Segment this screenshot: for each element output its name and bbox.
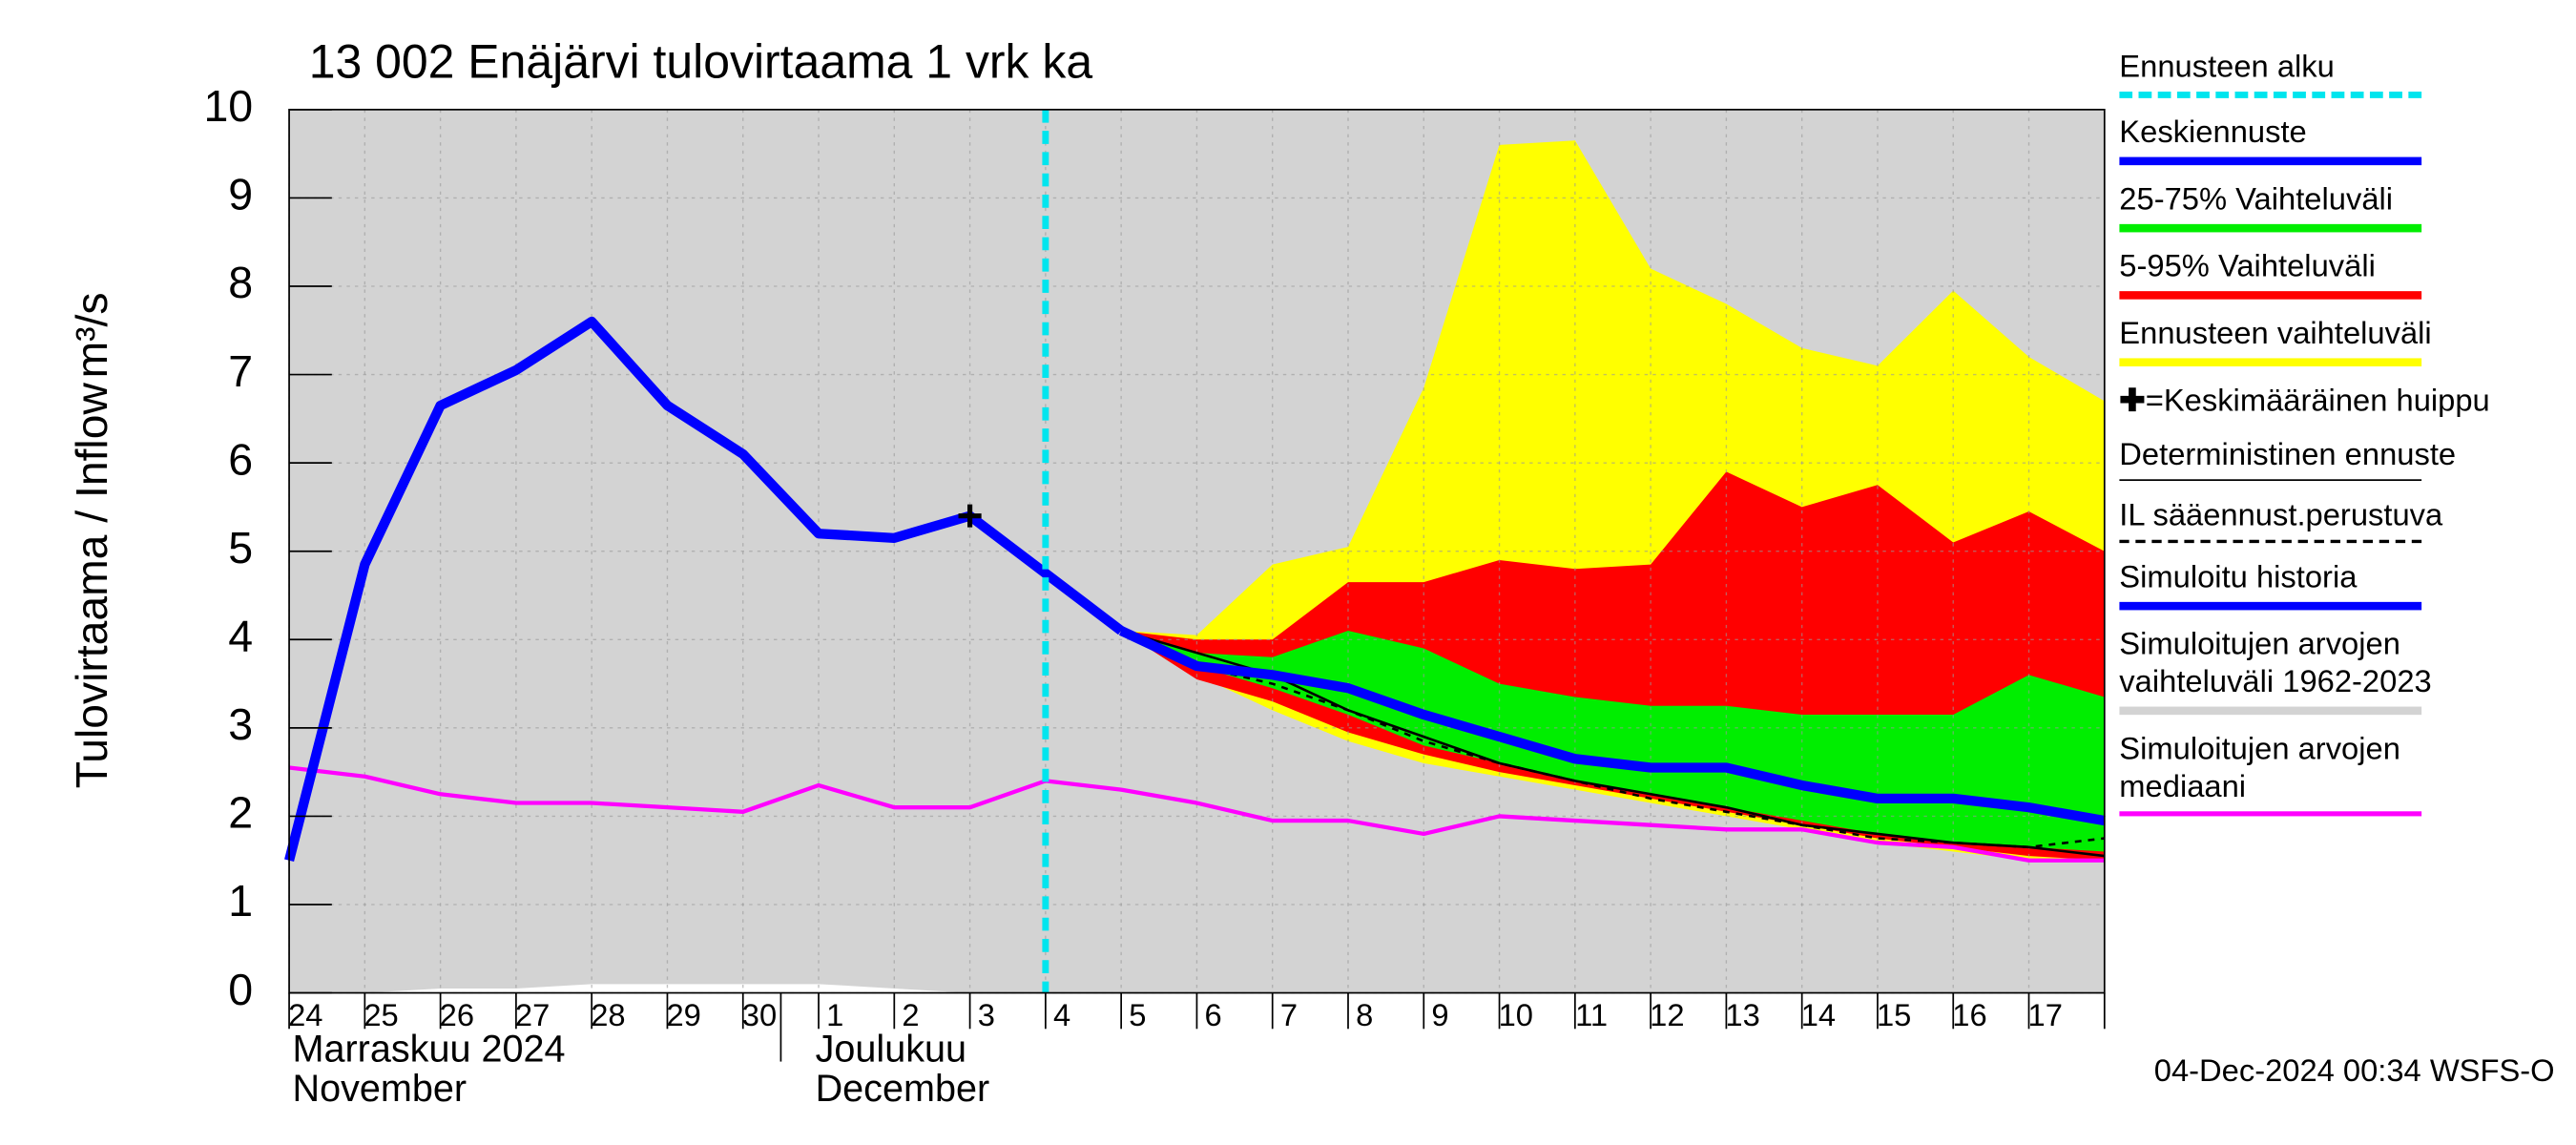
x-tick-label: 2 bbox=[902, 997, 919, 1032]
y-tick-label: 9 bbox=[228, 170, 253, 219]
footer: 04-Dec-2024 00:34 WSFS-O bbox=[2154, 1052, 2555, 1088]
legend: Ennusteen alku Keskiennuste 25-75% Vaihtel… bbox=[2119, 49, 2513, 817]
legend-swatch bbox=[2119, 291, 2422, 300]
legend-item: Ennusteen alku bbox=[2119, 49, 2513, 98]
legend-label: Ennusteen alku bbox=[2119, 51, 2335, 86]
legend-item: 25-75% Vaihteluväli bbox=[2119, 181, 2513, 233]
month-label: December bbox=[816, 1068, 990, 1110]
x-tick-label: 1 bbox=[826, 997, 843, 1032]
legend-label: Deterministinen ennuste bbox=[2119, 438, 2457, 473]
y-tick-label: 3 bbox=[228, 699, 253, 749]
legend-label: 5-95% Vaihteluväli bbox=[2119, 250, 2376, 285]
month-label: November bbox=[293, 1068, 467, 1110]
y-tick-label: 4 bbox=[228, 612, 253, 661]
x-tick-label: 10 bbox=[1499, 997, 1533, 1032]
y-tick-label: 5 bbox=[228, 523, 253, 572]
legend-label: Simuloitujen arvojen vaihteluväli 1962-2… bbox=[2119, 628, 2432, 700]
x-tick-label: 24 bbox=[288, 997, 322, 1032]
legend-swatch bbox=[2119, 358, 2422, 366]
legend-swatch bbox=[2119, 156, 2422, 166]
y-tick-label: 2 bbox=[228, 788, 253, 838]
series-line bbox=[1120, 629, 2105, 849]
legend-item: Simuloitujen arvojen vaihteluväli 1962-2… bbox=[2119, 627, 2513, 716]
legend-label: Simuloitu historia bbox=[2119, 561, 2358, 595]
x-tick-label: 17 bbox=[2028, 997, 2063, 1032]
legend-text: =Keskimääräinen huippu bbox=[2145, 384, 2490, 419]
x-tick-label: 11 bbox=[1575, 997, 1608, 1032]
series-line bbox=[288, 765, 2105, 863]
legend-label: Keskiennuste bbox=[2119, 115, 2307, 151]
month-label: Marraskuu 2024 bbox=[293, 1029, 566, 1071]
legend-item: Keskiennuste bbox=[2119, 114, 2513, 166]
series-line bbox=[1118, 626, 2106, 826]
y-axis-unit: m³/s bbox=[67, 292, 116, 378]
x-tick-label: 9 bbox=[1431, 997, 1448, 1032]
legend-item: Deterministinen ennuste bbox=[2119, 437, 2513, 481]
legend-swatch bbox=[2119, 479, 2422, 481]
x-tick-label: 16 bbox=[1952, 997, 1986, 1032]
legend-box: Ennusteen alku Keskiennuste 25-75% Vaihtel… bbox=[2119, 49, 2513, 817]
y-tick-label: 8 bbox=[228, 258, 253, 307]
x-tick-label: 25 bbox=[364, 997, 398, 1032]
x-tick-label: 7 bbox=[1280, 997, 1298, 1032]
x-tick-label: 8 bbox=[1356, 997, 1373, 1032]
legend-swatch bbox=[2119, 92, 2422, 98]
legend-swatch bbox=[2119, 539, 2422, 544]
legend-item: 5-95% Vaihteluväli bbox=[2119, 249, 2513, 300]
x-tick-label: 5 bbox=[1129, 997, 1146, 1032]
legend-item: Simuloitujen arvojen mediaani bbox=[2119, 731, 2513, 817]
legend-swatch bbox=[2119, 601, 2422, 611]
legend-swatch bbox=[2119, 811, 2422, 817]
legend-item: ✚=Keskimääräinen huippu bbox=[2119, 383, 2513, 420]
y-tick-label: 7 bbox=[228, 346, 253, 396]
x-tick-label: 15 bbox=[1877, 997, 1911, 1032]
y-tick-label: 6 bbox=[228, 434, 253, 484]
x-tick-label: 4 bbox=[1053, 997, 1070, 1032]
x-tick-label: 6 bbox=[1205, 997, 1222, 1032]
legend-item: Ennusteen vaihteluväli bbox=[2119, 316, 2513, 366]
legend-swatch bbox=[2119, 706, 2422, 716]
x-tick-label: 29 bbox=[666, 997, 700, 1032]
x-tick-label: 27 bbox=[515, 997, 550, 1032]
peak-marker bbox=[958, 504, 982, 528]
month-label: Joulukuu bbox=[816, 1029, 966, 1071]
x-tick-label: 30 bbox=[742, 997, 777, 1032]
legend-item: IL sääennust.perustuva bbox=[2119, 497, 2513, 544]
y-tick-label: 1 bbox=[228, 876, 253, 926]
x-tick-label: 12 bbox=[1650, 997, 1684, 1032]
x-tick-label: 26 bbox=[440, 997, 474, 1032]
series-line bbox=[284, 316, 1125, 862]
legend-swatch bbox=[2119, 223, 2422, 233]
legend-label: 25-75% Vaihteluväli bbox=[2119, 183, 2394, 218]
x-tick-label: 13 bbox=[1725, 997, 1759, 1032]
legend-item: Simuloitu historia bbox=[2119, 559, 2513, 611]
legend-icon: ✚ bbox=[2119, 384, 2146, 419]
y-tick-label: 10 bbox=[203, 81, 253, 131]
y-tick-label: 0 bbox=[228, 965, 253, 1014]
chart-title: 13 002 Enäjärvi tulovirtaama 1 vrk ka bbox=[309, 35, 1093, 89]
legend-label: ✚=Keskimääräinen huippu bbox=[2119, 383, 2513, 420]
y-axis-label: Tulovirtaama / Inflow bbox=[67, 383, 116, 789]
x-tick-label: 14 bbox=[1801, 997, 1836, 1032]
legend-label: Ennusteen vaihteluväli bbox=[2119, 317, 2432, 352]
legend-label: Simuloitujen arvojen mediaani bbox=[2119, 733, 2400, 805]
legend-label: IL sääennust.perustuva bbox=[2119, 498, 2443, 533]
x-tick-label: 28 bbox=[591, 997, 625, 1032]
x-tick-label: 3 bbox=[978, 997, 995, 1032]
